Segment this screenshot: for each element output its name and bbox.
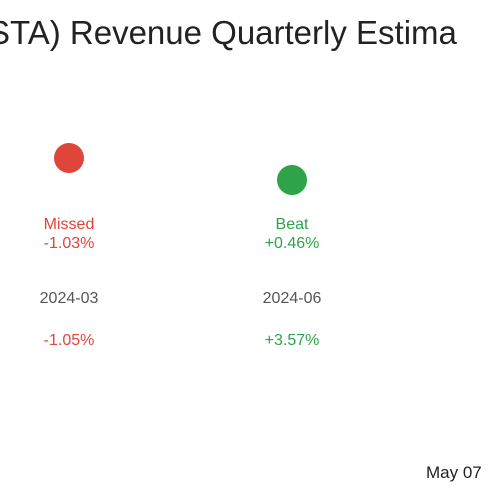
change-label: +1 [445,332,500,350]
quarter-column: Missed -1.03% 2024-03 -1.05% [0,0,139,500]
beat-marker [277,165,307,195]
quarter-column: Beat +0.46% 2024-06 +3.57% [222,0,362,500]
period-label: 2024-06 [262,290,322,307]
change-label: -1.05% [43,332,95,349]
footer-date: May 07 [426,463,482,482]
period-label: 20 [445,290,500,308]
surprise-label: -1 [445,235,500,253]
quarter-column: M-1 20 +1 [445,0,500,500]
chart-title: STA) Revenue Quarterly Estima [0,14,457,51]
surprise-label: -1.03% [43,235,95,252]
period-label: 2024-03 [39,290,99,307]
status-label: Missed [43,216,95,233]
change-label: +3.57% [264,332,320,349]
surprise-label: +0.46% [264,235,320,252]
missed-marker [54,143,84,173]
status-label: Beat [275,216,309,233]
status-label: M [445,216,500,234]
